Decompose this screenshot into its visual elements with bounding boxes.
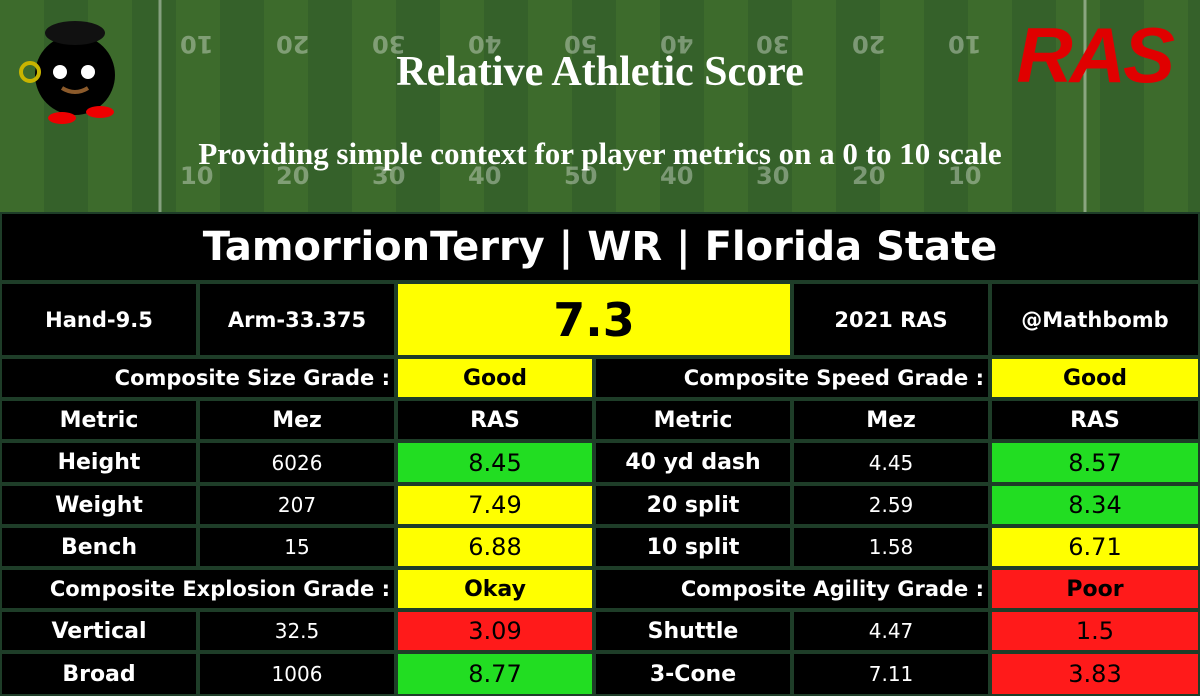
column-header: Metric	[2, 401, 196, 439]
yard-number: 20	[852, 162, 886, 190]
mez: 1006	[200, 654, 394, 694]
handle: @Mathbomb	[992, 284, 1198, 355]
yard-number: 40	[660, 162, 694, 190]
grade: Good	[992, 359, 1198, 397]
metric: 10 split	[596, 528, 790, 566]
player-name: TamorrionTerry | WR | Florida State	[2, 214, 1198, 280]
yard-number: 30	[756, 30, 790, 58]
yard-number: 10	[180, 162, 214, 190]
mez: 1.58	[794, 528, 988, 566]
metric: Vertical	[2, 612, 196, 650]
yard-number: 10	[948, 162, 982, 190]
grade: Good	[398, 359, 592, 397]
subtitle: Providing simple context for player metr…	[198, 136, 1002, 171]
ras: 6.88	[398, 528, 592, 566]
title: Relative Athletic Score	[396, 49, 804, 95]
yard-number: 20	[276, 162, 310, 190]
column-header: RAS	[992, 401, 1198, 439]
grade-label: Composite Explosion Grade :	[2, 570, 394, 608]
metric: Bench	[2, 528, 196, 566]
yard-number: 50	[564, 30, 598, 58]
ras: 8.77	[398, 654, 592, 694]
mez: 15	[200, 528, 394, 566]
logo-bomb	[19, 21, 115, 124]
year: 2021 RAS	[794, 284, 988, 355]
mez: 2.59	[794, 486, 988, 524]
metric: Broad	[2, 654, 196, 694]
ras: 8.57	[992, 443, 1198, 482]
yard-number: 30	[372, 162, 406, 190]
metric: Shuttle	[596, 612, 790, 650]
column-header: RAS	[398, 401, 592, 439]
ras: 7.49	[398, 486, 592, 524]
mez: 4.45	[794, 443, 988, 482]
metric: 40 yd dash	[596, 443, 790, 482]
grade-label: Composite Size Grade :	[2, 359, 394, 397]
field-lines	[19, 0, 1087, 212]
ras: 8.34	[992, 486, 1198, 524]
field-banner: Relative Athletic Score Providing simple…	[0, 0, 1200, 212]
mez: 6026	[200, 443, 394, 482]
ras: 3.09	[398, 612, 592, 650]
score: 7.3	[398, 284, 790, 355]
yard-number: 40	[660, 30, 694, 58]
yard-number: 10	[180, 30, 214, 58]
grade-label: Composite Agility Grade :	[596, 570, 988, 608]
yard-number: 40	[468, 30, 502, 58]
metric: Height	[2, 443, 196, 482]
mez: 207	[200, 486, 394, 524]
mez: 7.11	[794, 654, 988, 694]
ras: 6.71	[992, 528, 1198, 566]
mez: 4.47	[794, 612, 988, 650]
logo-text: RAS	[1016, 11, 1175, 99]
column-header: Metric	[596, 401, 790, 439]
hand: Hand-9.5	[2, 284, 196, 355]
arm: Arm-33.375	[200, 284, 394, 355]
yard-number: 50	[564, 162, 598, 190]
metric: Weight	[2, 486, 196, 524]
mez: 32.5	[200, 612, 394, 650]
ras: 8.45	[398, 443, 592, 482]
yard-number: 10	[948, 30, 982, 58]
grade: Okay	[398, 570, 592, 608]
grade-label: Composite Speed Grade :	[596, 359, 988, 397]
ras: 1.5	[992, 612, 1198, 650]
yard-number: 20	[852, 30, 886, 58]
ras: 3.83	[992, 654, 1198, 694]
column-header: Mez	[794, 401, 988, 439]
yard-number: 30	[372, 30, 406, 58]
metric: 3-Cone	[596, 654, 790, 694]
grade: Poor	[992, 570, 1198, 608]
yard-number: 20	[276, 30, 310, 58]
column-header: Mez	[200, 401, 394, 439]
yard-number: 40	[468, 162, 502, 190]
yard-number: 30	[756, 162, 790, 190]
metric: 20 split	[596, 486, 790, 524]
